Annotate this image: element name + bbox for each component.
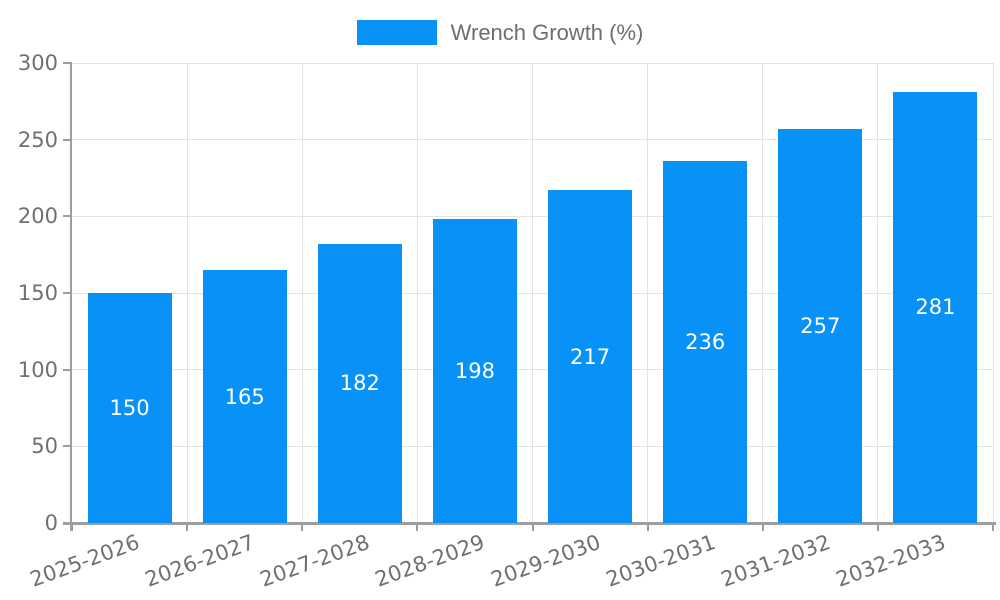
y-tick	[63, 445, 72, 448]
x-gridline	[532, 63, 533, 523]
bar-value-label: 150	[109, 396, 150, 420]
bar: 150	[87, 293, 172, 523]
x-tick-label: 2026-2027	[142, 530, 258, 592]
x-tick	[186, 523, 189, 531]
bar: 165	[202, 270, 287, 523]
x-tick-label: 2028-2029	[372, 530, 489, 592]
x-tick-label: 2029-2030	[487, 530, 604, 592]
x-gridline	[992, 63, 994, 523]
y-tick-label: 300	[17, 51, 58, 75]
x-gridline	[647, 63, 649, 523]
x-tick	[646, 523, 649, 531]
bar-value-label: 217	[570, 344, 611, 369]
x-axis-line	[63, 522, 996, 525]
bar: 182	[317, 243, 402, 523]
x-tick	[876, 523, 879, 531]
x-gridline	[186, 63, 188, 523]
y-tick	[63, 292, 72, 294]
x-gridline	[762, 63, 764, 523]
x-tick	[531, 523, 534, 531]
y-tick-label: 50	[31, 434, 58, 459]
x-tick	[992, 523, 994, 531]
bar-value-label: 236	[685, 329, 726, 354]
y-tick-label: 100	[17, 357, 58, 382]
x-tick-label: 2025-2026	[27, 530, 143, 592]
x-tick	[301, 523, 304, 531]
x-tick-label: 2030-2031	[602, 530, 719, 592]
bar: 281	[893, 92, 978, 523]
x-tick-label: 2031-2032	[717, 530, 834, 592]
y-tick-label: 200	[17, 204, 58, 229]
x-tick	[761, 523, 764, 531]
y-tick	[63, 368, 72, 371]
legend-swatch	[356, 19, 437, 45]
y-tick	[63, 215, 72, 218]
x-tick-label: 2027-2028	[257, 530, 374, 592]
bar-value-label: 281	[915, 295, 956, 320]
bar-value-label: 198	[454, 359, 495, 384]
x-tick	[416, 523, 419, 531]
y-tick	[63, 138, 72, 141]
y-tick-label: 150	[17, 281, 58, 305]
bar-value-label: 165	[224, 384, 265, 409]
bar: 198	[432, 219, 517, 523]
bar-value-label: 182	[339, 371, 380, 396]
bar: 257	[778, 128, 863, 523]
legend-label: Wrench Growth (%)	[450, 19, 644, 45]
y-tick	[63, 62, 72, 64]
x-gridline	[416, 63, 418, 523]
y-tick-label: 0	[44, 511, 58, 535]
bar: 236	[663, 161, 748, 523]
x-gridline	[877, 63, 879, 523]
x-tick	[71, 523, 73, 531]
x-gridline	[301, 63, 303, 523]
x-tick-label: 2032-2033	[832, 530, 949, 592]
y-tick-label: 250	[17, 127, 58, 152]
bar: 217	[548, 190, 633, 523]
legend: Wrench Growth (%)	[0, 14, 1000, 50]
bar-value-label: 257	[800, 313, 841, 338]
y-axis-line	[70, 63, 72, 531]
